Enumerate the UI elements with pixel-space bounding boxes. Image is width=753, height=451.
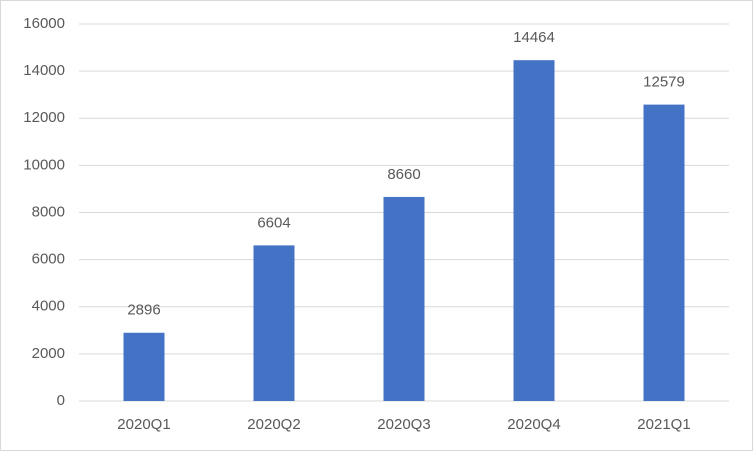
data-label: 2896 bbox=[127, 302, 160, 319]
bar bbox=[383, 196, 425, 401]
x-tick-label: 2020Q4 bbox=[507, 416, 560, 433]
x-tick-label: 2020Q2 bbox=[247, 416, 300, 433]
y-tick-label: 6000 bbox=[32, 251, 65, 268]
data-label: 12579 bbox=[643, 74, 685, 91]
bar bbox=[643, 104, 685, 402]
data-label: 14464 bbox=[513, 29, 555, 46]
y-tick-label: 10000 bbox=[23, 156, 65, 173]
y-tick-label: 14000 bbox=[23, 62, 65, 79]
y-tick-label: 16000 bbox=[23, 15, 65, 32]
bar bbox=[513, 60, 555, 401]
data-label: 8660 bbox=[387, 166, 420, 183]
bar bbox=[123, 332, 165, 401]
bar bbox=[253, 245, 295, 401]
data-label: 6604 bbox=[257, 214, 290, 231]
y-tick-label: 4000 bbox=[32, 298, 65, 315]
y-tick-label: 12000 bbox=[23, 109, 65, 126]
x-tick-label: 2020Q1 bbox=[117, 416, 170, 433]
x-tick-label: 2021Q1 bbox=[637, 416, 690, 433]
y-tick-label: 0 bbox=[57, 392, 65, 409]
y-tick-label: 2000 bbox=[32, 345, 65, 362]
x-tick-label: 2020Q3 bbox=[377, 416, 430, 433]
y-tick-label: 8000 bbox=[32, 203, 65, 220]
